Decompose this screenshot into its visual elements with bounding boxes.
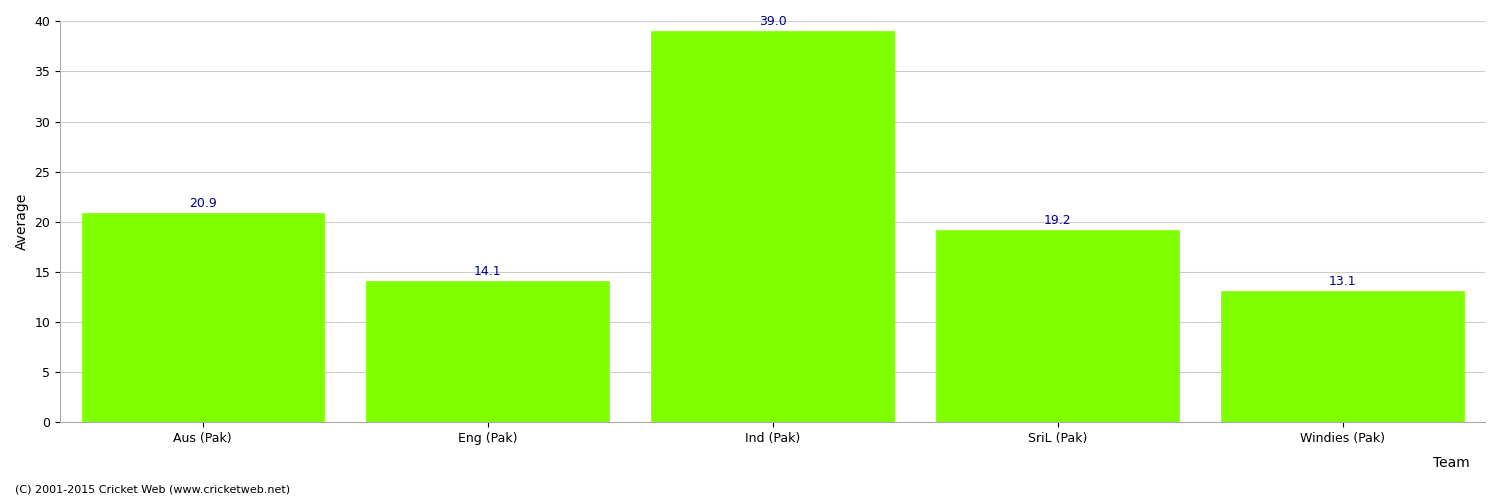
Bar (936, 230, 1179, 422)
Bar (81, 212, 324, 422)
Text: 13.1: 13.1 (1329, 275, 1356, 288)
Y-axis label: Average: Average (15, 193, 28, 250)
Text: 39.0: 39.0 (759, 16, 786, 28)
Text: Team: Team (1434, 456, 1470, 470)
Text: 19.2: 19.2 (1044, 214, 1071, 227)
Text: 14.1: 14.1 (474, 265, 501, 278)
Text: 20.9: 20.9 (189, 196, 216, 209)
Text: (C) 2001-2015 Cricket Web (www.cricketweb.net): (C) 2001-2015 Cricket Web (www.cricketwe… (15, 485, 290, 495)
Bar (651, 32, 894, 422)
Bar (1221, 291, 1464, 422)
Bar (366, 281, 609, 422)
